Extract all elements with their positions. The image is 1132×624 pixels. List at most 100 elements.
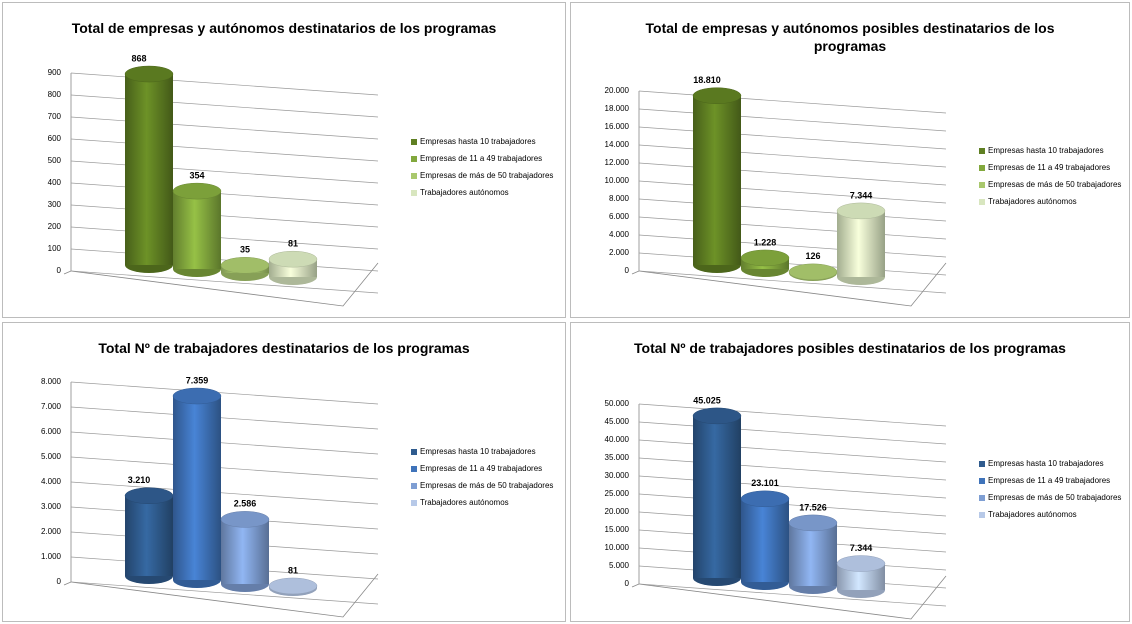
y-tick-label: 4.000 — [609, 230, 630, 239]
y-tick-label: 0 — [57, 577, 62, 586]
y-tick-label: 900 — [48, 68, 62, 77]
bar — [693, 95, 741, 266]
legend-swatch — [979, 165, 985, 171]
bar-top — [836, 555, 886, 572]
bar-top — [788, 514, 838, 532]
bar — [125, 495, 173, 576]
bar — [125, 74, 173, 265]
legend-label: Empresas de 11 a 49 trabajadores — [420, 464, 542, 473]
legend-swatch — [979, 512, 985, 518]
y-tick-label: 400 — [48, 178, 62, 187]
y-tick-label: 1.000 — [41, 552, 62, 561]
legend-swatch — [411, 449, 417, 455]
y-tick-label: 3.000 — [41, 502, 62, 511]
y-tick-label: 10.000 — [605, 176, 630, 185]
grid-line — [70, 481, 379, 505]
wall — [70, 73, 379, 307]
legend-swatch — [979, 148, 985, 154]
y-tick-label: 18.000 — [605, 104, 630, 113]
grid-line — [638, 126, 947, 150]
grid-line — [70, 456, 379, 480]
y-tick-label: 50.000 — [605, 399, 630, 408]
bar-top — [836, 202, 886, 220]
bar-top — [220, 511, 270, 528]
grid-line — [70, 204, 379, 228]
axis — [63, 270, 72, 275]
value-label: 7.344 — [850, 543, 873, 553]
y-tick-label: 800 — [48, 90, 62, 99]
chart: 0 1.000 2.000 3.000 4.000 5.000 6.000 7.000 8.00… — [41, 375, 553, 618]
grid-line — [70, 270, 379, 294]
grid-line — [638, 439, 947, 463]
grid-line — [70, 182, 379, 206]
y-tick-label: 0 — [625, 266, 630, 275]
grid-line — [638, 457, 947, 481]
value-label: 2.586 — [234, 499, 257, 509]
bar — [789, 522, 837, 586]
y-tick-label: 30.000 — [605, 471, 630, 480]
bar-top — [740, 490, 790, 508]
chart-title: Total Nº de trabajadores destinatarios d… — [98, 340, 470, 356]
grid-line — [638, 198, 947, 222]
y-tick-label: 5.000 — [609, 561, 630, 570]
legend-label: Empresas hasta 10 trabajadores — [988, 146, 1104, 155]
bar — [173, 396, 221, 580]
y-tick-label: 200 — [48, 222, 62, 231]
value-label: 1.228 — [754, 237, 777, 247]
y-tick-label: 45.000 — [605, 417, 630, 426]
grid-line — [70, 226, 379, 250]
chart: 0 2.000 4.000 6.000 8.000 10.000 12.000 14.000 1… — [605, 75, 1121, 307]
y-tick-label: 8.000 — [41, 377, 62, 386]
chart-panel: Total de empresas y autónomos posibles d… — [570, 2, 1130, 318]
legend-label: Empresas hasta 10 trabajadores — [420, 447, 536, 456]
y-tick-label: 4.000 — [41, 477, 62, 486]
y-tick-label: 12.000 — [605, 158, 630, 167]
value-label: 7.359 — [186, 375, 209, 385]
grid-line — [638, 583, 947, 607]
value-label: 81 — [288, 239, 298, 249]
grid-line — [638, 180, 947, 204]
grid-line — [70, 160, 379, 184]
value-label: 18.810 — [693, 75, 721, 85]
legend-label: Empresas de 11 a 49 trabajadores — [988, 163, 1110, 172]
grid-line — [638, 144, 947, 168]
axis — [631, 583, 640, 588]
y-tick-label: 500 — [48, 156, 62, 165]
value-label: 7.344 — [850, 190, 873, 200]
y-tick-label: 6.000 — [41, 427, 62, 436]
y-tick-label: 600 — [48, 134, 62, 143]
grid-line — [70, 581, 379, 605]
grid-line — [638, 493, 947, 517]
bar-top — [692, 407, 742, 425]
legend-swatch — [411, 466, 417, 472]
bar-top — [740, 249, 790, 267]
y-tick-label: 2.000 — [41, 527, 62, 536]
grid-line — [70, 138, 379, 162]
grid-line — [70, 431, 379, 455]
grid-line — [638, 234, 947, 258]
value-label: 868 — [131, 53, 146, 63]
y-tick-label: 700 — [48, 112, 62, 121]
y-tick-label: 20.000 — [605, 507, 630, 516]
bar-top — [124, 487, 174, 504]
bar-top — [268, 250, 318, 268]
grid-line — [70, 94, 379, 118]
value-label: 81 — [288, 565, 298, 575]
value-label: 3.210 — [128, 475, 151, 485]
chart-title: Total Nº de trabajadores posibles destin… — [634, 340, 1066, 356]
value-label: 126 — [805, 251, 820, 261]
bar-top — [268, 577, 318, 595]
value-label: 35 — [240, 245, 250, 255]
y-tick-label: 25.000 — [605, 489, 630, 498]
grid-line — [638, 108, 947, 132]
bar-top — [220, 257, 270, 274]
legend-swatch — [411, 500, 417, 506]
legend-label: Trabajadores autónomos — [420, 498, 509, 507]
value-label: 17.526 — [799, 502, 827, 512]
chart-panel: Total de empresas y autónomos destinatar… — [2, 2, 566, 318]
y-tick-label: 6.000 — [609, 212, 630, 221]
y-tick-label: 15.000 — [605, 525, 630, 534]
chart-title: Total de empresas y autónomos destinatar… — [71, 20, 497, 36]
y-tick-label: 40.000 — [605, 435, 630, 444]
legend-label: Trabajadores autónomos — [988, 510, 1077, 519]
